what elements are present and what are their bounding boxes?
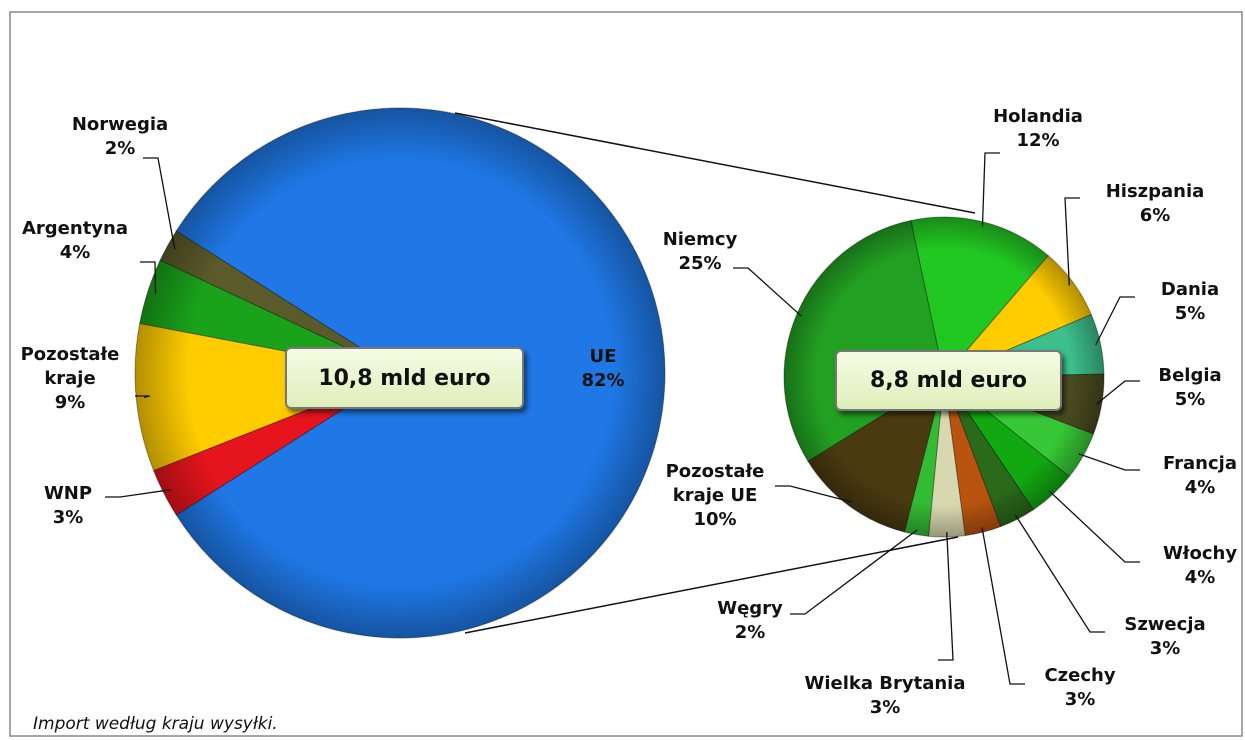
- center-label: 8,8 mld euro: [835, 350, 1062, 411]
- slice-value: 2%: [734, 622, 766, 643]
- slice-name: Pozostałe kraje UE: [665, 461, 765, 506]
- slice-label: Francja 4%: [1163, 452, 1237, 500]
- slice-value: 82%: [581, 370, 625, 391]
- slice-label: Szwecja 3%: [1124, 613, 1205, 661]
- leader-line: [1064, 197, 1080, 286]
- leader-line: [938, 532, 954, 661]
- slice-name: Włochy: [1162, 543, 1238, 564]
- leader-line: [105, 489, 172, 498]
- leader-line: [143, 157, 176, 250]
- slice-label: Wielka Brytania 3%: [805, 672, 966, 720]
- leader-line: [790, 529, 918, 615]
- slice-label: Czechy 3%: [1044, 664, 1115, 712]
- leader-line: [1096, 380, 1140, 405]
- leader-line: [1048, 490, 1140, 563]
- slice-value: 6%: [1139, 205, 1171, 226]
- slice-name: Francja: [1163, 453, 1237, 474]
- slice-name: Węgry: [717, 598, 783, 619]
- slice-name: Niemcy: [662, 229, 738, 250]
- slice-label: WNP 3%: [44, 482, 92, 530]
- slice-label: UE 82%: [581, 345, 624, 393]
- slice-value: 3%: [869, 697, 901, 718]
- footnote: Import według kraju wysyłki.: [33, 714, 278, 734]
- slice-value: 4%: [59, 242, 91, 263]
- slice-value: 4%: [1184, 477, 1216, 498]
- slice-value: 4%: [1184, 567, 1216, 588]
- frame: [9, 11, 1243, 737]
- slice-name: Pozostałe kraje: [20, 344, 120, 389]
- slice-name: Hiszpania: [1105, 181, 1205, 202]
- slice-label: Włochy 4%: [1163, 542, 1237, 590]
- slice-label: Węgry 2%: [717, 597, 783, 645]
- slice-name: Belgia: [1158, 365, 1222, 386]
- leader-line: [981, 152, 1000, 227]
- leader-line: [1095, 296, 1135, 346]
- slice-name: Holandia: [993, 106, 1083, 127]
- leader-line: [981, 527, 1025, 685]
- slice-name: Wielka Brytania: [804, 673, 966, 694]
- slice-label: Hiszpania 6%: [1106, 180, 1205, 228]
- slice-value: 9%: [54, 392, 86, 413]
- slice-value: 2%: [104, 138, 136, 159]
- slice-value: 10%: [693, 509, 737, 530]
- slice-name: Czechy: [1044, 665, 1116, 686]
- slice-label: Argentyna 4%: [22, 217, 128, 265]
- leader-line: [1078, 453, 1140, 471]
- slice-value: 12%: [1016, 130, 1060, 151]
- leader-line: [733, 267, 802, 317]
- slice-name: WNP: [43, 483, 93, 504]
- slice-value: 3%: [1064, 689, 1096, 710]
- slice-name: UE: [589, 346, 617, 367]
- slice-value: 5%: [1174, 389, 1206, 410]
- slice-label: Pozostałe kraje UE 10%: [650, 460, 780, 532]
- slice-label: Holandia 12%: [993, 105, 1083, 153]
- leader-line: [1014, 514, 1105, 633]
- slice-label: Belgia 5%: [1158, 364, 1221, 412]
- slice-label: Norwegia 2%: [72, 113, 168, 161]
- slice-value: 3%: [1149, 638, 1181, 659]
- slice-value: 25%: [678, 253, 722, 274]
- slice-name: Dania: [1160, 279, 1220, 300]
- slice-value: 3%: [52, 507, 84, 528]
- slice-value: 5%: [1174, 303, 1206, 324]
- slice-name: Argentyna: [21, 218, 129, 239]
- slice-name: Norwegia: [71, 114, 169, 135]
- slice-name: Szwecja: [1124, 614, 1206, 635]
- slice-label: Dania 5%: [1161, 278, 1219, 326]
- center-label: 10,8 mld euro: [285, 347, 524, 409]
- slice-label: Pozostałe kraje 9%: [10, 343, 130, 415]
- slice-label: Niemcy 25%: [663, 228, 738, 276]
